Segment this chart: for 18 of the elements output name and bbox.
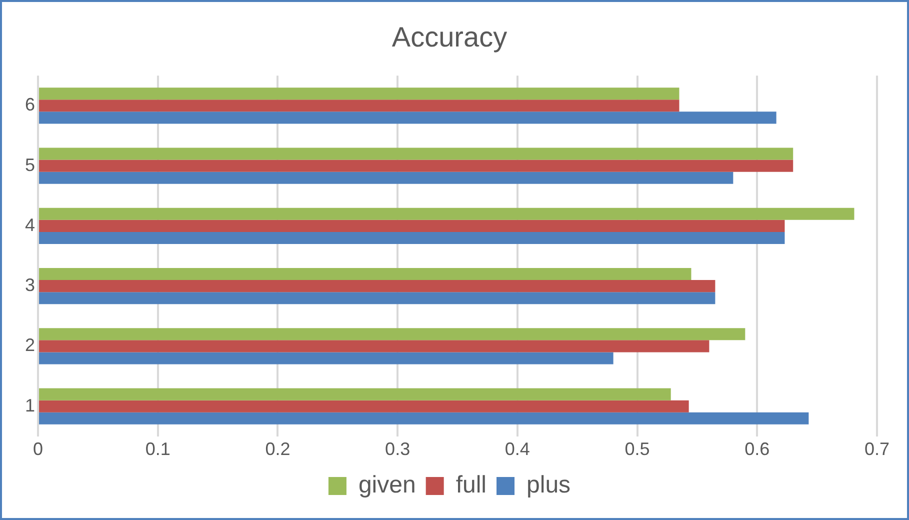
x-tick-label: 0.2 [265, 439, 290, 460]
y-tick-label: 1 [24, 395, 36, 416]
x-tick-label: 0 [33, 439, 44, 460]
legend-label: plus [526, 472, 571, 499]
y-tick-label: 2 [24, 335, 36, 356]
y-tick-label: 6 [24, 94, 36, 115]
y-tick-label: 5 [24, 154, 36, 175]
x-tick-label: 0.5 [624, 439, 650, 460]
chart-title: Accuracy [392, 22, 508, 53]
legend-label: given [358, 472, 416, 499]
x-tick-label: 0.3 [385, 439, 410, 460]
x-tick-label: 0.6 [744, 439, 770, 460]
x-tick-label: 0.4 [504, 439, 530, 460]
y-tick-label: 4 [24, 214, 36, 235]
legend-label: full [456, 472, 487, 499]
x-tick-label: 0.1 [145, 439, 170, 460]
x-tick-label: 0.7 [864, 439, 890, 460]
y-tick-label: 3 [24, 275, 36, 296]
